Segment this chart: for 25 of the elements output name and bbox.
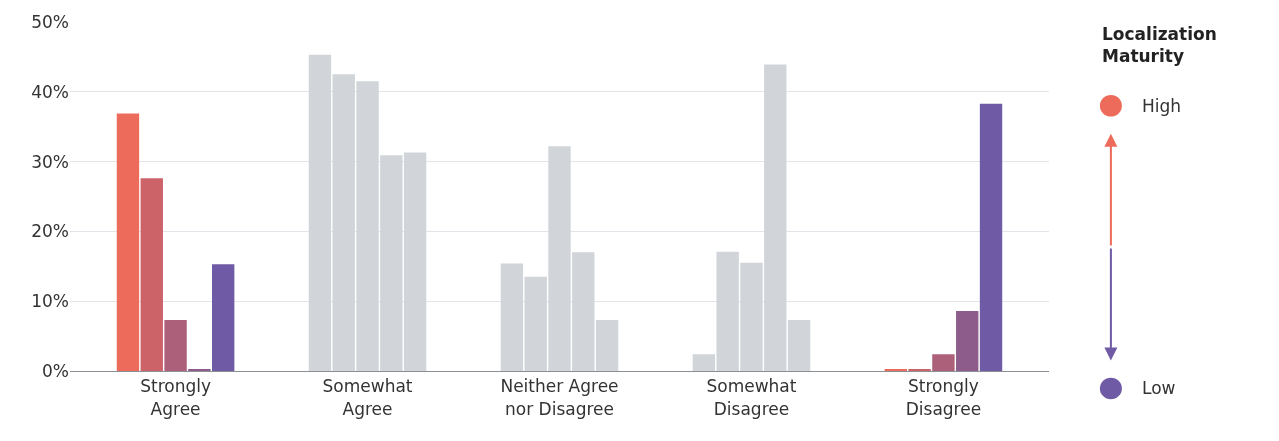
bar	[164, 320, 187, 371]
legend-label: High	[1142, 96, 1182, 116]
legend-label: Low	[1142, 378, 1176, 398]
x-tick-label: Somewhat Agree	[322, 376, 413, 419]
x-tick-label: Somewhat Disagree	[706, 376, 797, 419]
y-tick-label: 30%	[31, 151, 69, 172]
bar	[116, 113, 140, 371]
x-tick-label: Neither Agree nor Disagree	[500, 376, 619, 419]
bar	[308, 54, 332, 371]
y-tick-label: 0%	[42, 360, 69, 381]
bar	[595, 320, 619, 371]
bar	[787, 320, 811, 371]
y-tick-label: 10%	[31, 291, 69, 312]
y-tick-label: 40%	[31, 81, 69, 102]
bar	[956, 310, 979, 371]
y-tick-label: 20%	[31, 221, 69, 242]
bar	[140, 178, 163, 371]
bar	[932, 354, 955, 371]
y-tick-label: 50%	[31, 11, 69, 32]
x-tick-label: Strongly Disagree	[905, 376, 982, 419]
bar	[212, 264, 235, 371]
x-tick-label: Strongly Agree	[140, 376, 211, 419]
bar	[979, 103, 1003, 371]
legend-title: Localization Maturity	[1102, 24, 1217, 67]
bar	[500, 263, 524, 371]
